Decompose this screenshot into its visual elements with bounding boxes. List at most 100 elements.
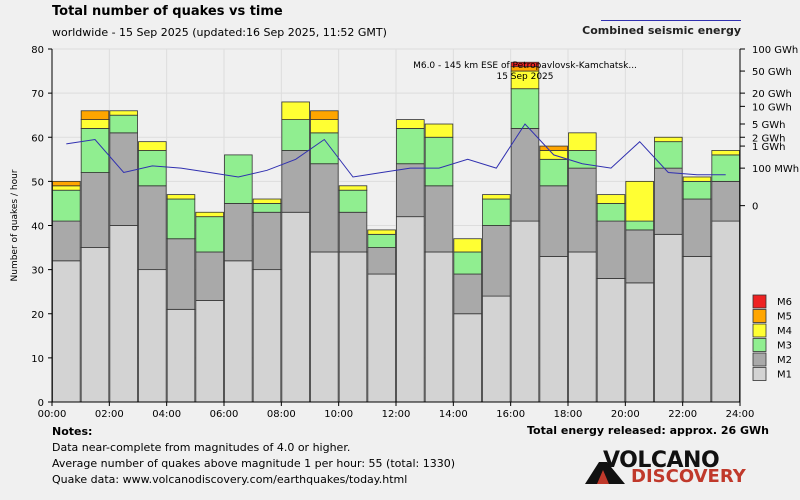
notes-line-2: Average number of quakes above magnitude… xyxy=(52,457,455,470)
bar-m1-09 xyxy=(310,251,339,403)
energy-legend-swatch xyxy=(601,20,741,21)
x-tick-label: 06:00 xyxy=(210,409,239,420)
energy-tick-label: 100 MWh xyxy=(752,164,799,175)
legend-swatch-m3 xyxy=(752,338,767,352)
x-tick-label: 02:00 xyxy=(95,409,124,420)
bar-m1-16 xyxy=(510,220,540,403)
notes-line-3: Quake data: www.volcanodiscovery.com/ear… xyxy=(52,473,408,486)
bar-m4-07 xyxy=(252,198,282,204)
bar-m3-19 xyxy=(596,203,626,222)
grid-lines xyxy=(51,48,741,402)
bar-m3-21 xyxy=(654,141,683,169)
legend-swatch-m6 xyxy=(752,294,767,309)
bar-m4-20 xyxy=(625,180,654,222)
x-tick-label: 04:00 xyxy=(152,409,181,420)
x-tick-label: 18:00 xyxy=(554,409,583,420)
bar-m2-12 xyxy=(396,163,425,218)
y-axis-title: Number of quakes / hour xyxy=(10,169,20,281)
bar-m3-12 xyxy=(396,128,425,165)
bar-m3-04 xyxy=(166,198,196,240)
bar-m4-09 xyxy=(310,119,339,134)
bar-m3-00 xyxy=(52,189,81,222)
bar-m1-03 xyxy=(138,269,167,403)
volcano-icon xyxy=(585,462,625,484)
y-tick-label: 30 xyxy=(31,266,44,277)
bar-m2-18 xyxy=(568,167,597,253)
total-energy: Total energy released: approx. 26 GWh xyxy=(527,424,769,437)
bar-m4-00 xyxy=(52,185,81,191)
bar-m4-18 xyxy=(568,132,597,151)
annotation-line-1: M6.0 - 145 km ESE of Petropavlovsk-Kamch… xyxy=(413,61,637,71)
bar-m1-23 xyxy=(711,220,740,403)
legend-label-m3: M3 xyxy=(777,341,792,352)
bar-m2-17 xyxy=(539,185,568,257)
bar-m2-14 xyxy=(453,273,482,315)
bar-m4-14 xyxy=(453,238,482,253)
bar-m4-19 xyxy=(596,194,626,204)
bar-m1-05 xyxy=(195,300,224,403)
legend-label-m2: M2 xyxy=(777,355,792,366)
energy-tick-label: 100 GWh xyxy=(752,45,798,56)
bar-m1-10 xyxy=(338,251,368,403)
bar-m3-06 xyxy=(224,154,253,204)
y-tick-label: 60 xyxy=(31,133,44,144)
chart-title: Total number of quakes vs time xyxy=(52,4,283,19)
bar-m3-02 xyxy=(109,114,138,134)
bar-m2-16 xyxy=(510,128,540,222)
bar-m3-07 xyxy=(252,203,282,213)
bar-m1-19 xyxy=(596,278,626,403)
energy-tick-label: 1 GWh xyxy=(752,142,786,153)
bar-m6-16 xyxy=(510,61,540,68)
bar-m1-11 xyxy=(367,273,396,403)
bar-m1-12 xyxy=(396,216,425,403)
legend-label-m4: M4 xyxy=(777,326,792,337)
bar-m3-22 xyxy=(682,180,712,200)
y-tick-label: 10 xyxy=(31,354,44,365)
energy-tick-label: 5 GWh xyxy=(752,120,786,131)
bar-m3-10 xyxy=(338,189,368,213)
bars xyxy=(52,61,740,403)
energy-tick-label: 20 GWh xyxy=(752,89,792,100)
bar-m5-01 xyxy=(80,110,110,121)
legend-label-m5: M5 xyxy=(777,312,792,323)
energy-tick-label: 50 GWh xyxy=(752,67,792,78)
bar-m4-05 xyxy=(195,211,224,218)
bar-m5-17 xyxy=(539,145,568,151)
x-tick-label: 20:00 xyxy=(611,409,640,420)
annotation-line-2: 15 Sep 2025 xyxy=(496,72,553,82)
bar-m1-13 xyxy=(424,251,454,403)
bar-m2-09 xyxy=(310,163,339,253)
bar-m2-20 xyxy=(625,229,654,284)
chart-subtitle: worldwide - 15 Sep 2025 (updated:16 Sep … xyxy=(52,26,387,39)
x-tick-label: 16:00 xyxy=(496,409,525,420)
y-tick-label: 50 xyxy=(31,177,44,188)
bar-m1-07 xyxy=(252,269,282,403)
bar-m1-18 xyxy=(568,251,597,403)
bar-m2-21 xyxy=(654,167,683,235)
bar-m2-02 xyxy=(109,132,138,226)
bar-m2-19 xyxy=(596,220,626,279)
bar-m1-04 xyxy=(166,308,196,403)
logo-text-volcano: VOLCANO xyxy=(603,448,720,473)
x-tick-label: 14:00 xyxy=(439,409,468,420)
logo-text-discovery: DISCOVERY xyxy=(631,466,746,487)
notes-title: Notes: xyxy=(52,425,93,438)
bar-m4-22 xyxy=(682,176,712,182)
bar-m3-23 xyxy=(711,154,740,182)
bar-m3-09 xyxy=(310,132,339,165)
volcano-discovery-logo: VOLCANO DISCOVERY xyxy=(585,448,746,488)
bar-m4-15 xyxy=(482,194,511,200)
energy-legend-label: Combined seismic energy xyxy=(582,24,741,37)
bar-m3-11 xyxy=(367,233,396,248)
bar-m4-11 xyxy=(367,229,396,235)
x-tick-label: 12:00 xyxy=(382,409,411,420)
bar-m2-22 xyxy=(682,198,712,257)
notes-line-1: Data near-complete from magnitudes of 4.… xyxy=(52,441,351,454)
bar-m1-21 xyxy=(654,233,683,403)
energy-tick-label: 0 xyxy=(752,202,758,213)
axes: 0 10 20 30 40 50 60 70 80 Number of quakes / hour… xyxy=(10,45,799,420)
bar-m2-00 xyxy=(52,220,81,262)
bar-m4-02 xyxy=(109,110,138,116)
bar-m1-20 xyxy=(625,282,654,403)
